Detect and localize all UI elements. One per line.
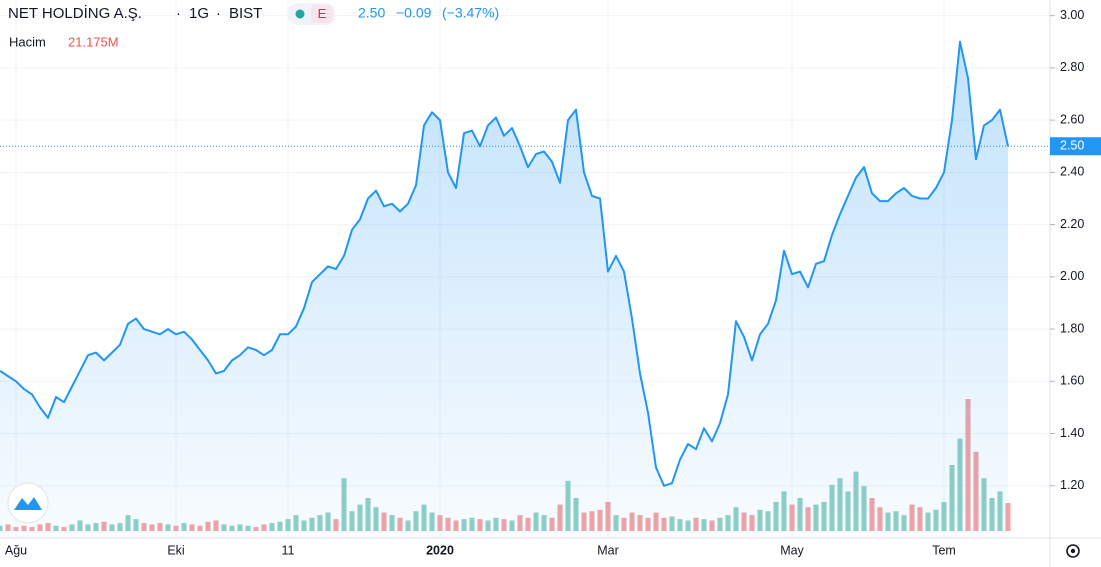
y-tick-label: 3.00 (1060, 8, 1084, 22)
x-tick-label: Ağu (5, 543, 27, 557)
y-tick-label: 1.20 (1060, 478, 1084, 492)
change: −0.09 (396, 5, 432, 21)
price-area (0, 41, 1008, 539)
logo-icon (14, 497, 42, 510)
logo[interactable] (7, 482, 49, 524)
y-tick-label: 2.20 (1060, 217, 1084, 231)
x-tick-label: 11 (282, 543, 295, 557)
separator: · (216, 5, 221, 22)
x-tick-label: 2020 (426, 543, 454, 557)
y-tick-label: 1.60 (1060, 374, 1084, 388)
exchange: BIST (229, 5, 262, 22)
y-tick-label: 2.80 (1060, 60, 1084, 74)
chart-title: NET HOLDİNG A.Ş. (8, 4, 142, 22)
y-tick-label: 2.60 (1060, 112, 1084, 126)
y-tick-label: 1.40 (1060, 426, 1084, 440)
last-price-tag (1050, 137, 1101, 156)
price-line (0, 40, 1009, 487)
volume-value: 21.175M (68, 34, 119, 49)
separator: · (176, 5, 181, 22)
y-tick-label: 2.00 (1060, 269, 1084, 283)
badge-text: E (318, 6, 327, 21)
interval: 1G (189, 5, 209, 22)
badge (311, 5, 333, 23)
market-open-dot (295, 9, 305, 19)
x-tick-label: Eki (167, 543, 184, 557)
y-tick-label: 1.80 (1060, 321, 1084, 335)
x-tick-label: May (780, 543, 804, 557)
x-tick-label: Tem (932, 543, 956, 557)
last-price: 2.50 (358, 5, 385, 21)
settings-icon[interactable] (1066, 544, 1080, 558)
x-tick-label: Mar (597, 543, 619, 557)
settings-icon-core (1070, 548, 1076, 554)
volume-name: Hacim (9, 34, 46, 49)
y-tick-label: 2.40 (1060, 165, 1084, 179)
change-pct: (−3.47%) (442, 5, 499, 21)
last-price-tag-label: 2.50 (1060, 139, 1084, 153)
